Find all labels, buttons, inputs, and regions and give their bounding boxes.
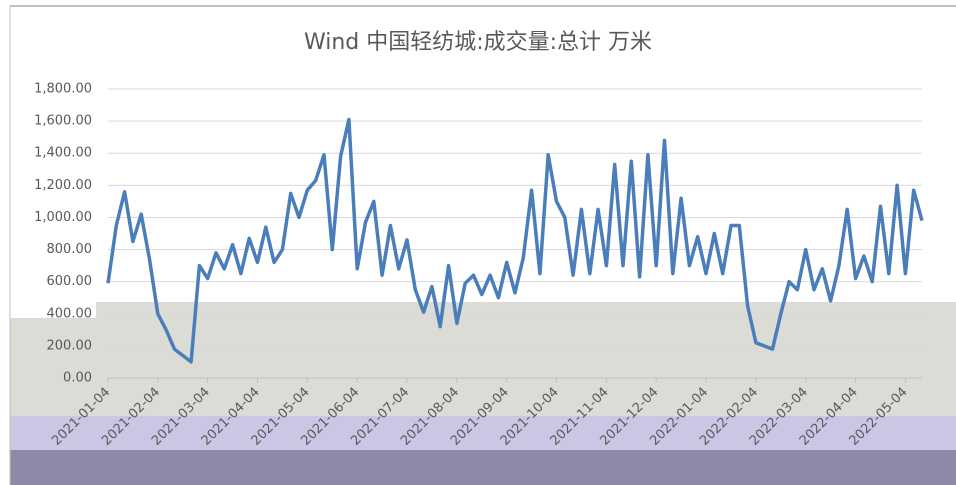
- y-tick-label: 1,400.00: [34, 146, 92, 161]
- y-tick-label: 200.00: [47, 338, 93, 353]
- overlay-band: [10, 416, 956, 450]
- y-tick-label: 400.00: [47, 306, 93, 321]
- y-tick-label: 1,000.00: [34, 210, 92, 225]
- overlay-band: [10, 450, 956, 485]
- y-tick-label: 0.00: [63, 371, 92, 386]
- y-tick-label: 1,200.00: [34, 178, 92, 193]
- y-tick-label: 1,800.00: [34, 82, 92, 97]
- y-tick-label: 1,600.00: [34, 114, 92, 129]
- chart-title: Wind 中国轻纺城:成交量:总计 万米: [304, 30, 652, 55]
- line-series: [106, 117, 924, 364]
- y-tick-label: 600.00: [47, 274, 93, 289]
- y-tick-label: 800.00: [47, 242, 93, 257]
